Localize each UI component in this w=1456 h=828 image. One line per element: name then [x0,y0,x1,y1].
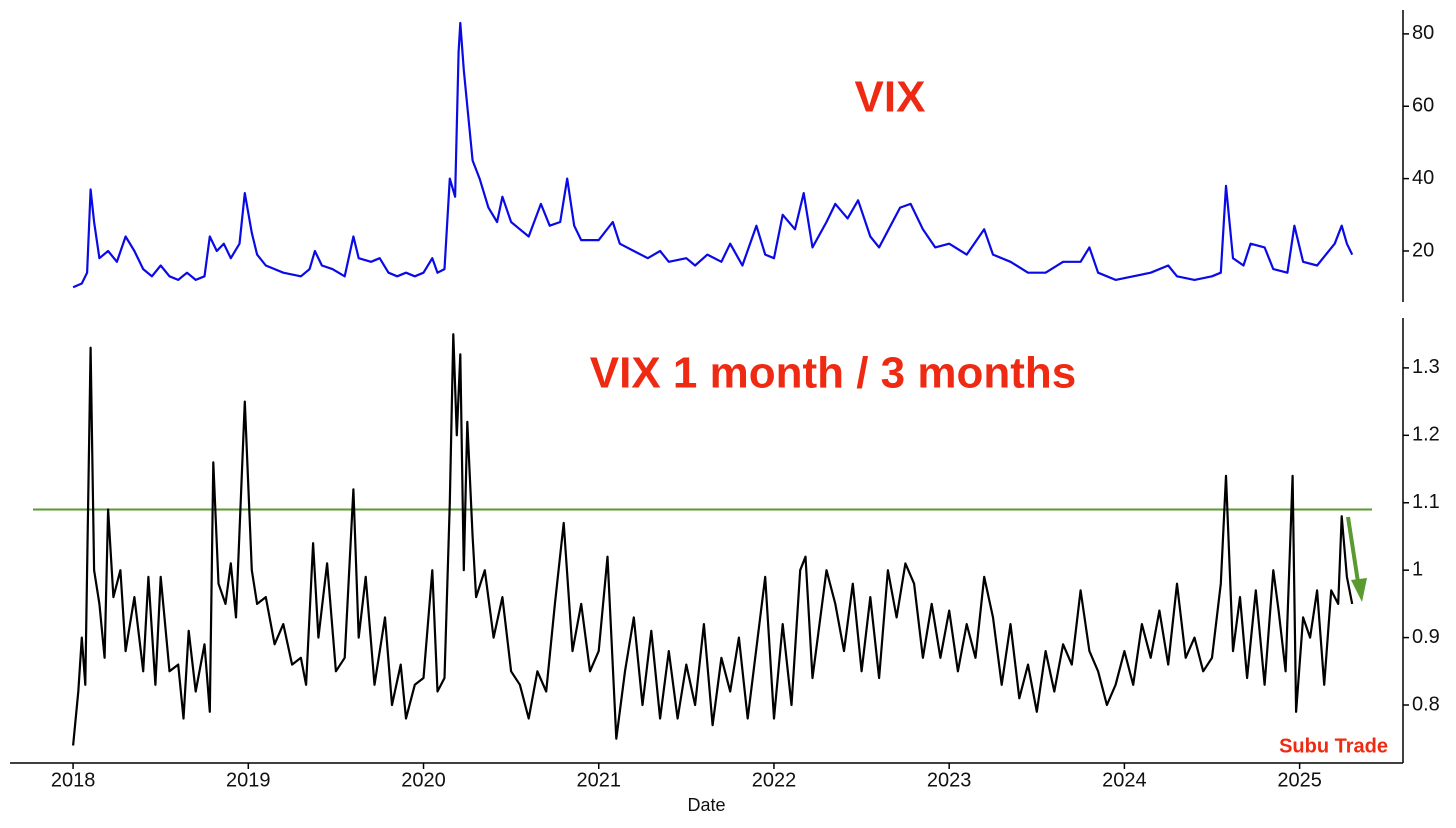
watermark: Subu Trade [1279,735,1388,757]
y-tick-label: 20 [1412,239,1434,261]
y-tick-label: 1 [1412,558,1423,580]
y-tick-label: 1.1 [1412,491,1440,513]
x-tick-label: 2021 [576,769,621,791]
x-tick-label: 2020 [401,769,446,791]
y-tick-label: 1.3 [1412,356,1440,378]
panel-title: VIX 1 month / 3 months [590,349,1077,398]
panel-title: VIX [855,73,926,122]
y-tick-label: 0.9 [1412,626,1440,648]
data-line [72,333,1354,746]
x-axis-label: Date [687,795,725,815]
x-tick-label: 2024 [1102,769,1147,791]
y-tick-label: 40 [1412,167,1434,189]
x-tick-label: 2025 [1277,769,1322,791]
arrow-shaft [1346,516,1360,583]
x-tick-label: 2019 [226,769,271,791]
x-tick-label: 2023 [927,769,972,791]
data-line [72,21,1354,289]
y-tick-label: 0.8 [1412,693,1440,715]
y-tick-label: 1.2 [1412,424,1440,446]
y-tick-label: 80 [1412,22,1434,44]
x-tick-label: 2018 [51,769,96,791]
x-tick-label: 2022 [752,769,797,791]
y-tick-label: 60 [1412,95,1434,117]
arrow-head [1351,578,1367,602]
